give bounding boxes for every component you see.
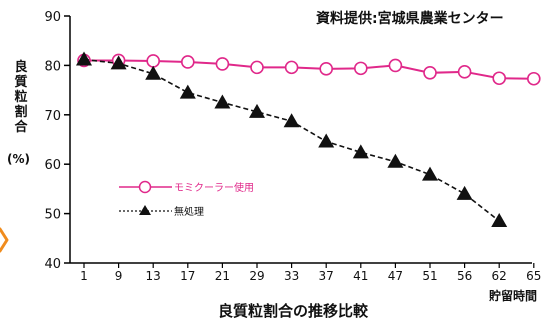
x-tick-label: 29 xyxy=(249,269,264,283)
data-point xyxy=(145,65,162,80)
legend-marker xyxy=(138,180,152,194)
x-tick-label: 21 xyxy=(215,269,230,283)
data-point xyxy=(387,153,404,168)
x-tick-label: 9 xyxy=(115,269,123,283)
series-2 xyxy=(76,51,508,228)
data-point xyxy=(76,51,92,66)
x-tick-label: 56 xyxy=(457,269,472,283)
y-tick-label: 60 xyxy=(44,158,61,173)
data-point xyxy=(214,94,231,109)
legend-item: モミクーラー使用 xyxy=(119,180,254,194)
data-point xyxy=(179,84,196,99)
x-tick-label: 17 xyxy=(180,269,195,283)
x-tick-label: 37 xyxy=(319,269,334,283)
y-axis-label: 良質粒割合 xyxy=(14,60,28,135)
source-note: 資料提供:宮城県農業センター xyxy=(316,11,504,27)
data-point xyxy=(283,113,300,128)
y-tick-label: 50 xyxy=(44,208,61,223)
legend-label: モミクーラー使用 xyxy=(174,181,254,194)
chart-caption: 良質粒割合の推移比較 xyxy=(218,302,369,320)
x-tick-label: 41 xyxy=(353,269,368,283)
data-point xyxy=(456,185,473,200)
data-point xyxy=(353,61,368,76)
data-point xyxy=(250,60,264,75)
data-point xyxy=(526,71,541,86)
data-point xyxy=(492,71,507,86)
y-tick-label: 80 xyxy=(44,59,61,74)
series-line xyxy=(83,58,500,222)
axes xyxy=(69,16,532,264)
data-point xyxy=(146,54,160,68)
y-axis-ticks: 40 50 60 70 80 90 xyxy=(44,10,70,272)
legend-marker xyxy=(139,205,151,215)
series-1 xyxy=(77,53,541,86)
y-axis-unit: (%) xyxy=(7,152,30,166)
data-point xyxy=(318,133,335,148)
data-point xyxy=(352,144,369,159)
data-point xyxy=(215,57,230,71)
data-point xyxy=(249,103,265,118)
data-point xyxy=(491,213,508,228)
y-tick-label: 40 xyxy=(44,257,61,272)
x-tick-label: 65 xyxy=(526,269,541,283)
data-point xyxy=(181,55,195,69)
data-point xyxy=(110,55,127,70)
data-point xyxy=(284,60,299,75)
y-tick-label: 90 xyxy=(44,10,61,25)
series-layer xyxy=(76,51,541,228)
x-axis-ticks: 1 9 13 17 21 29 33 37 41 47 51 56 62 65 xyxy=(80,263,541,283)
legend-item: 無処理 xyxy=(119,205,204,218)
data-point xyxy=(319,62,334,76)
x-tick-label: 13 xyxy=(146,269,161,283)
x-tick-label: 33 xyxy=(284,269,299,283)
data-point xyxy=(388,58,403,73)
x-axis-label: 貯留時間 xyxy=(489,289,538,303)
y-tick-label: 70 xyxy=(44,109,61,124)
data-point xyxy=(422,166,438,181)
x-tick-label: 62 xyxy=(492,269,507,283)
data-point xyxy=(423,66,437,80)
x-tick-label: 51 xyxy=(422,269,437,283)
chevron-right-icon xyxy=(0,227,9,253)
x-tick-label: 47 xyxy=(388,269,403,283)
x-tick-label: 1 xyxy=(80,269,88,283)
data-point xyxy=(457,65,472,79)
legend-label: 無処理 xyxy=(174,205,204,218)
